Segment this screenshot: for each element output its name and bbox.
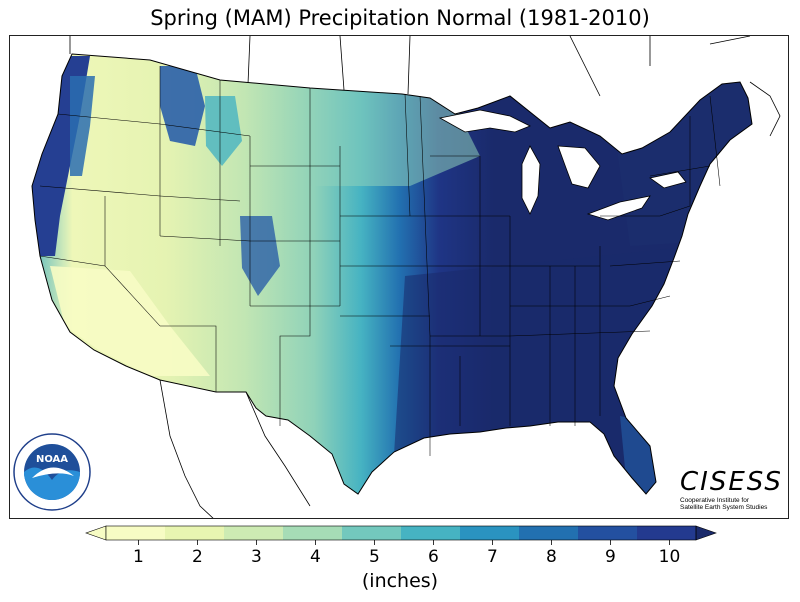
colorbar-tick-label: 5: [369, 547, 380, 567]
colorbar: 1 2 3 4 5 6 7 8 9 10: [85, 525, 717, 567]
lake-erie: [586, 195, 651, 221]
colorbar-swatch: [401, 526, 461, 540]
precipitation-field: [32, 54, 752, 494]
state-boundaries: [39, 66, 721, 456]
great-lakes: [438, 109, 687, 221]
lake-ontario: [649, 171, 687, 189]
map-title: Spring (MAM) Precipitation Normal (1981-…: [150, 6, 650, 30]
lake-michigan: [521, 145, 541, 215]
cisess-subtitle-line1: Cooperative Institute for: [680, 497, 750, 504]
precipitation-map: NOAA: [9, 35, 789, 519]
colorbar-swatch: [106, 526, 166, 540]
cisess-subtitle-line2: Satellite Earth System Studies: [680, 504, 768, 511]
colorbar-tick-label: 9: [605, 547, 616, 567]
colorbar-swatch: [460, 526, 520, 540]
colorbar-swatch: [519, 526, 579, 540]
colorbar-unit-label: (inches): [361, 570, 439, 592]
neighbor-countries: [69, 36, 781, 518]
colorbar-swatch: [637, 526, 697, 540]
colorbar-ticks: 1 2 3 4 5 6 7 8 9 10: [133, 540, 680, 567]
colorbar-extend-low: [85, 525, 107, 541]
cisess-logo: CISESS Cooperative Institute for Satelli…: [680, 468, 790, 511]
cisess-subtitle: Cooperative Institute for Satellite Eart…: [680, 497, 790, 511]
colorbar-extend-high: [695, 525, 717, 541]
colorbar-swatches: [85, 525, 717, 541]
colorbar-swatch: [342, 526, 402, 540]
map-canvas: NOAA: [13, 36, 781, 518]
lake-huron: [557, 145, 601, 189]
colorbar-tick-label: 10: [659, 547, 681, 567]
colorbar-tick-label: 7: [487, 547, 498, 567]
colorbar-tick-label: 6: [428, 547, 439, 567]
colorbar-swatch: [224, 526, 284, 540]
noaa-logo: NOAA: [13, 433, 91, 511]
cisess-name: CISESS: [680, 467, 783, 497]
colorbar-tick-label: 8: [546, 547, 557, 567]
colorbar-swatch: [165, 526, 225, 540]
colorbar-tick-label: 1: [133, 547, 144, 567]
lake-superior: [438, 109, 531, 133]
noaa-wordmark: NOAA: [36, 454, 68, 465]
colorbar-swatch: [578, 526, 638, 540]
colorbar-tick-label: 3: [251, 547, 262, 567]
colorbar-tick-label: 4: [310, 547, 321, 567]
colorbar-swatch: [283, 526, 343, 540]
colorbar-tick-label: 2: [192, 547, 203, 567]
colorbar-border: [105, 525, 697, 541]
